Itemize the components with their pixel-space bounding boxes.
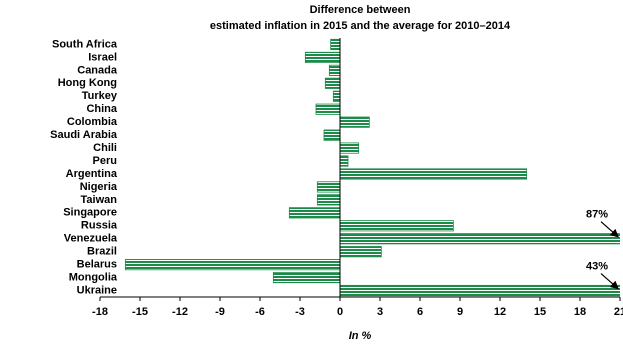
y-tick-label: Israel bbox=[88, 51, 117, 63]
y-tick-label: Colombia bbox=[67, 116, 118, 128]
y-tick-label: Venezuela bbox=[64, 233, 118, 245]
bar bbox=[339, 142, 360, 154]
bar bbox=[339, 116, 370, 128]
y-tick-label: Brazil bbox=[87, 246, 117, 258]
bar bbox=[330, 38, 341, 51]
bar bbox=[323, 129, 341, 141]
bar bbox=[339, 233, 620, 245]
bar bbox=[339, 284, 620, 297]
bar bbox=[339, 246, 382, 258]
y-tick-label: Nigeria bbox=[80, 181, 118, 193]
bar bbox=[324, 77, 341, 89]
y-tick-label: Saudi Arabia bbox=[50, 129, 118, 141]
y-tick-label: South Africa bbox=[52, 38, 118, 50]
bar bbox=[316, 194, 341, 206]
bar bbox=[339, 155, 349, 167]
bar bbox=[315, 103, 341, 115]
x-tick-label: -3 bbox=[295, 306, 305, 318]
bar bbox=[332, 90, 341, 102]
value-label: 87% bbox=[586, 209, 608, 221]
y-tick-label: Ukraine bbox=[77, 284, 117, 296]
x-tick-label: 3 bbox=[377, 306, 383, 318]
x-tick-label: 18 bbox=[574, 306, 586, 318]
bar bbox=[304, 51, 341, 64]
y-tick-label: Belarus bbox=[77, 259, 117, 271]
x-tick-label: 15 bbox=[534, 306, 546, 318]
bar bbox=[316, 181, 341, 193]
y-tick-label: Russia bbox=[81, 220, 118, 232]
y-tick-label: Taiwan bbox=[81, 194, 118, 206]
chart-title: Difference between bbox=[310, 4, 411, 16]
annotation-arrow bbox=[600, 273, 619, 290]
annotation-arrow bbox=[600, 221, 619, 238]
y-tick-label: Chili bbox=[93, 142, 117, 154]
x-tick-label: 6 bbox=[417, 306, 423, 318]
x-axis-label: In % bbox=[349, 330, 372, 342]
x-tick-label: -6 bbox=[255, 306, 265, 318]
chart-title: estimated inflation in 2015 and the aver… bbox=[210, 20, 511, 32]
bar bbox=[272, 271, 341, 284]
x-tick-label: 9 bbox=[457, 306, 463, 318]
x-tick-label: 12 bbox=[494, 306, 506, 318]
y-tick-label: China bbox=[86, 103, 117, 115]
y-tick-label: Canada bbox=[77, 64, 118, 76]
bar bbox=[339, 168, 528, 180]
y-tick-label: Argentina bbox=[66, 168, 118, 180]
y-tick-label: Peru bbox=[93, 155, 117, 167]
bar bbox=[328, 64, 341, 76]
bars bbox=[124, 38, 620, 297]
x-tick-label: -15 bbox=[132, 306, 148, 318]
x-tick-label: -9 bbox=[215, 306, 225, 318]
y-tick-label: Singapore bbox=[63, 207, 117, 219]
bar bbox=[339, 220, 454, 232]
x-tick-label: -18 bbox=[92, 306, 108, 318]
y-tick-label: Hong Kong bbox=[58, 77, 117, 89]
y-tick-label: Turkey bbox=[82, 90, 118, 102]
value-label: 43% bbox=[586, 260, 608, 272]
x-tick-label: 21 bbox=[614, 306, 623, 318]
bar bbox=[124, 259, 341, 271]
y-tick-label: Mongolia bbox=[69, 271, 118, 283]
x-tick-label: -12 bbox=[172, 306, 188, 318]
bar bbox=[288, 207, 341, 219]
x-tick-label: 0 bbox=[337, 306, 343, 318]
